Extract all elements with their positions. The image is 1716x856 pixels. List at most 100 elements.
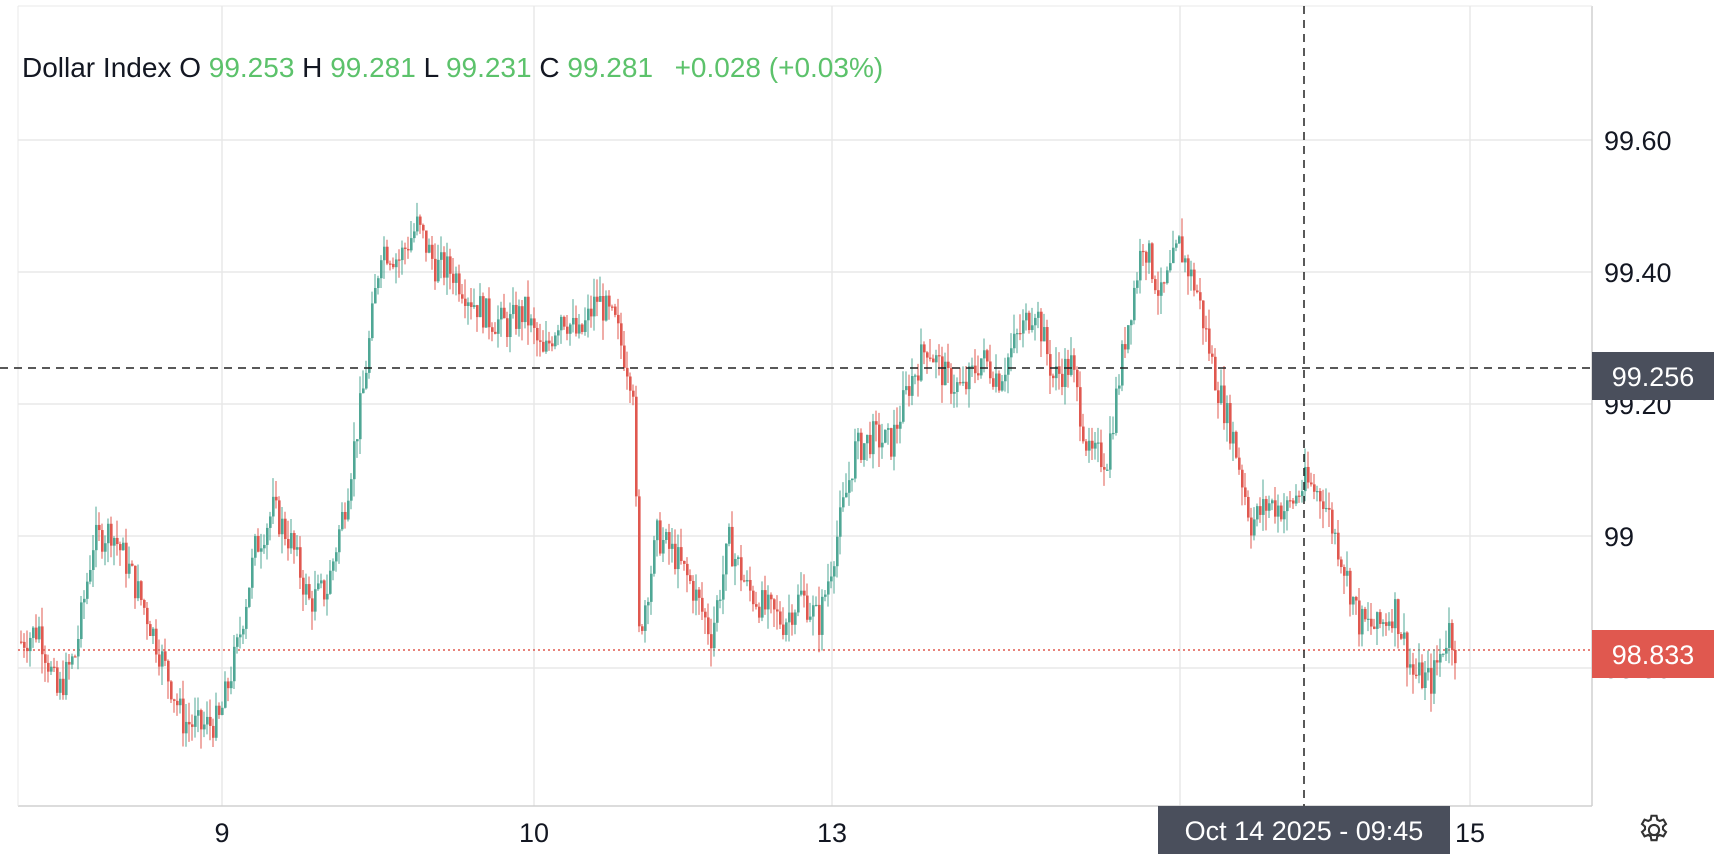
candle [569, 322, 572, 346]
candle [461, 283, 464, 304]
candle [1187, 254, 1190, 295]
candle [779, 601, 782, 629]
candle [1271, 498, 1274, 511]
candle [1325, 488, 1328, 513]
candle [467, 297, 470, 325]
candle [1106, 463, 1109, 471]
candle [1373, 618, 1376, 630]
candle [1058, 352, 1061, 390]
candle [734, 553, 737, 586]
candle [767, 585, 770, 629]
candle [839, 490, 842, 555]
candle [710, 618, 713, 667]
candle [623, 331, 626, 372]
candle [1013, 314, 1016, 354]
candle [173, 698, 176, 713]
candle [863, 443, 866, 467]
candle [536, 322, 539, 357]
candle [167, 659, 170, 699]
candle [230, 666, 233, 695]
candle [560, 314, 563, 344]
candle [530, 314, 533, 333]
candle [512, 287, 515, 319]
candle [263, 534, 266, 554]
candle [1250, 507, 1253, 549]
candle [1019, 314, 1022, 341]
candle [404, 242, 407, 265]
candle [155, 619, 158, 663]
candle [782, 607, 785, 640]
candle [350, 473, 353, 510]
candle [698, 586, 701, 615]
candle [209, 699, 212, 741]
close-label: C [539, 52, 560, 83]
candle [1232, 421, 1235, 461]
candle [203, 711, 206, 738]
candle [497, 305, 500, 348]
candle [149, 620, 152, 637]
candle [527, 280, 530, 345]
candle [158, 639, 161, 676]
y-tick-label: 99 [1604, 522, 1634, 552]
candle [746, 570, 749, 587]
candle [1214, 348, 1217, 391]
candle [56, 660, 59, 696]
candle [674, 529, 677, 575]
candle [1070, 337, 1073, 377]
candle [1286, 496, 1289, 531]
candle [143, 598, 146, 615]
candle [854, 428, 857, 483]
candle [1343, 564, 1346, 595]
candle [1091, 427, 1094, 460]
candle [317, 574, 320, 591]
candle [248, 587, 251, 609]
candle [1361, 605, 1364, 647]
candle [896, 407, 899, 444]
candle [509, 302, 512, 353]
candle [1310, 472, 1313, 487]
candle [320, 573, 323, 589]
candle [68, 653, 71, 680]
candle [695, 574, 698, 616]
candle [476, 304, 479, 332]
candle [407, 236, 410, 259]
candle [1322, 489, 1325, 529]
candle [755, 591, 758, 610]
candle [893, 409, 896, 471]
candle [1178, 235, 1181, 244]
candle [977, 355, 980, 381]
candle [938, 344, 941, 376]
candle [1334, 528, 1337, 545]
candle [323, 579, 326, 607]
candle [98, 512, 101, 542]
candle [290, 519, 293, 554]
candle [176, 693, 179, 716]
candle [860, 428, 863, 463]
candle [245, 598, 248, 639]
candle [1142, 244, 1145, 266]
candle [1385, 613, 1388, 636]
candle [1115, 376, 1118, 436]
gear-icon[interactable] [1636, 812, 1672, 848]
candle [1046, 319, 1049, 366]
candle [593, 278, 596, 331]
candle [1121, 340, 1124, 392]
candle [878, 412, 881, 468]
candle [551, 336, 554, 352]
candle [1316, 485, 1319, 502]
candle [1076, 366, 1079, 402]
candle [683, 560, 686, 571]
candle [1364, 606, 1367, 622]
candle [890, 427, 893, 461]
candle [1442, 653, 1445, 658]
candle [374, 274, 377, 304]
candle [446, 242, 449, 295]
candle [515, 291, 518, 335]
candle [548, 331, 551, 351]
candle [1103, 453, 1106, 486]
candle [392, 257, 395, 270]
candle [38, 616, 41, 643]
candle [1133, 280, 1136, 325]
candle [992, 371, 995, 390]
